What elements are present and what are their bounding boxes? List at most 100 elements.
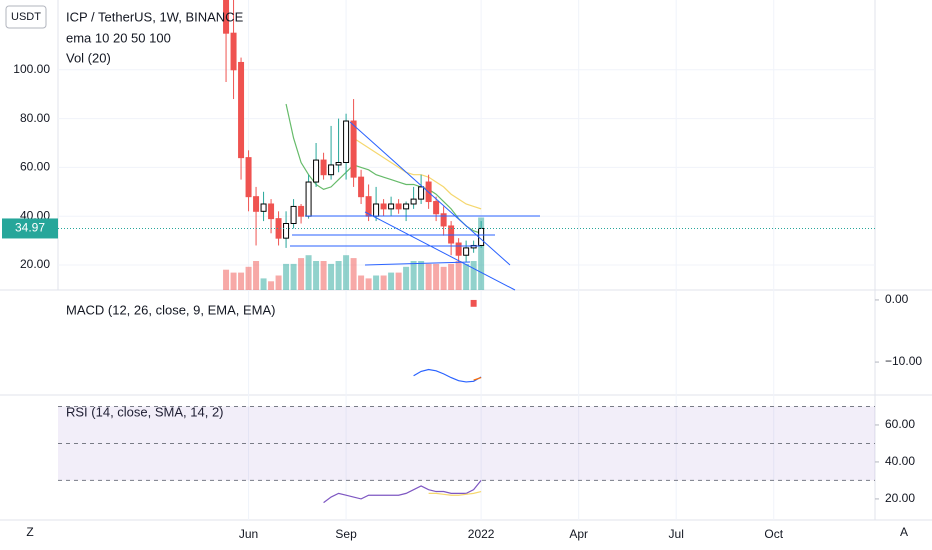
scale-button[interactable]: Z [26, 525, 33, 539]
y-tick-label: 20.00 [20, 257, 50, 271]
x-tick-label: Jun [239, 527, 258, 541]
candle-body [455, 242, 462, 256]
trendline [349, 121, 511, 266]
candle-body [463, 247, 470, 256]
candle-body [290, 205, 297, 225]
candle-body [260, 203, 267, 212]
macd-line [413, 368, 482, 383]
x-tick-label: Oct [764, 527, 783, 541]
y-tick-label: 80.00 [20, 111, 50, 125]
chart-title: ICP / TetherUS, 1W, BINANCE [66, 9, 244, 24]
volume-bar [478, 217, 485, 290]
volume-bar [230, 272, 237, 290]
x-tick-label: Apr [569, 527, 588, 541]
volume-bar [328, 263, 335, 290]
candle-body [320, 159, 327, 176]
indicator-legend: ema 10 20 50 100 [66, 30, 171, 45]
volume-bar [305, 255, 312, 290]
volume-bar [433, 263, 440, 290]
rsi-tick-label: 60.00 [885, 417, 915, 431]
candle-body [305, 181, 312, 217]
volume-bar [418, 261, 425, 290]
x-tick-label: Sep [335, 527, 357, 541]
volume-bar [298, 258, 305, 290]
last-price-label: 34.97 [15, 221, 45, 235]
volume-bar [350, 258, 357, 290]
volume-bar [463, 263, 470, 290]
volume-bar [448, 263, 455, 290]
macd-tick-label: −10.00 [885, 354, 922, 368]
rsi-line [428, 490, 482, 496]
candle-body [245, 157, 252, 198]
candle-body [350, 120, 357, 178]
volume-bar [470, 261, 477, 290]
volume-bar [365, 278, 372, 290]
volume-bar [283, 263, 290, 290]
volume-legend: Vol (20) [66, 50, 111, 65]
candle-body [410, 198, 417, 205]
macd-tick-label: 0.00 [885, 292, 909, 306]
candle-body [298, 205, 305, 217]
volume-bar [245, 266, 252, 290]
volume-bar [358, 275, 365, 290]
rsi-legend: RSI (14, close, SMA, 14, 2) [66, 404, 224, 419]
trendlines [290, 121, 540, 291]
candle-body [470, 244, 477, 249]
currency-label: USDT [11, 11, 41, 23]
rsi-tick-label: 20.00 [885, 491, 915, 505]
x-tick-label: Jul [669, 527, 684, 541]
candle-body [448, 225, 455, 244]
volume-bar [440, 266, 447, 290]
candle-body [313, 159, 320, 183]
volume-bar [320, 261, 327, 290]
candle-body [223, 0, 230, 34]
candle-body [380, 203, 387, 210]
candle-body [275, 218, 282, 239]
currency-box[interactable] [5, 5, 47, 29]
candle-body [283, 223, 290, 239]
candle-body [268, 203, 275, 220]
ema-line [353, 137, 482, 210]
volume-bar [238, 272, 245, 290]
candle-body [388, 203, 395, 210]
macd-line [473, 377, 482, 381]
volume-bar [253, 261, 260, 290]
trendline [364, 261, 471, 266]
macd-legend: MACD (12, 26, close, 9, EMA, EMA) [66, 302, 276, 317]
candle-body [328, 164, 335, 176]
volume-bar [425, 263, 432, 290]
candle-body [253, 196, 260, 212]
candle-body [373, 203, 380, 217]
trendline [364, 211, 516, 291]
y-tick-label: 60.00 [20, 160, 50, 174]
volume-bar [410, 261, 417, 290]
rsi-tick-label: 40.00 [885, 454, 915, 468]
ema-line [285, 103, 482, 234]
macd-histogram-bar [470, 299, 477, 307]
last-price-box [2, 218, 58, 239]
candle-body [335, 162, 342, 166]
volume-bar [403, 266, 410, 290]
volume-bar [380, 275, 387, 290]
candle-body [440, 213, 447, 227]
volume-bar [373, 275, 380, 290]
candle-body [433, 201, 440, 215]
candle-body [358, 176, 365, 198]
candle-body [418, 186, 425, 200]
volume-bar [275, 275, 282, 290]
candle-body [230, 32, 237, 71]
rsi-line [323, 480, 482, 504]
candle-body [343, 120, 350, 164]
volume-bar [335, 261, 342, 290]
volume-bar [290, 263, 297, 290]
y-tick-label: 100.00 [13, 62, 50, 76]
volume-bar [260, 278, 267, 290]
volume-bar [388, 272, 395, 290]
volume-bar [223, 269, 230, 290]
volume-bar [455, 261, 462, 290]
scale-button[interactable]: A [900, 525, 908, 539]
volume-bar [313, 261, 320, 290]
candle-body [238, 61, 245, 159]
volume-bar [395, 272, 402, 290]
volume-bar [268, 281, 275, 290]
